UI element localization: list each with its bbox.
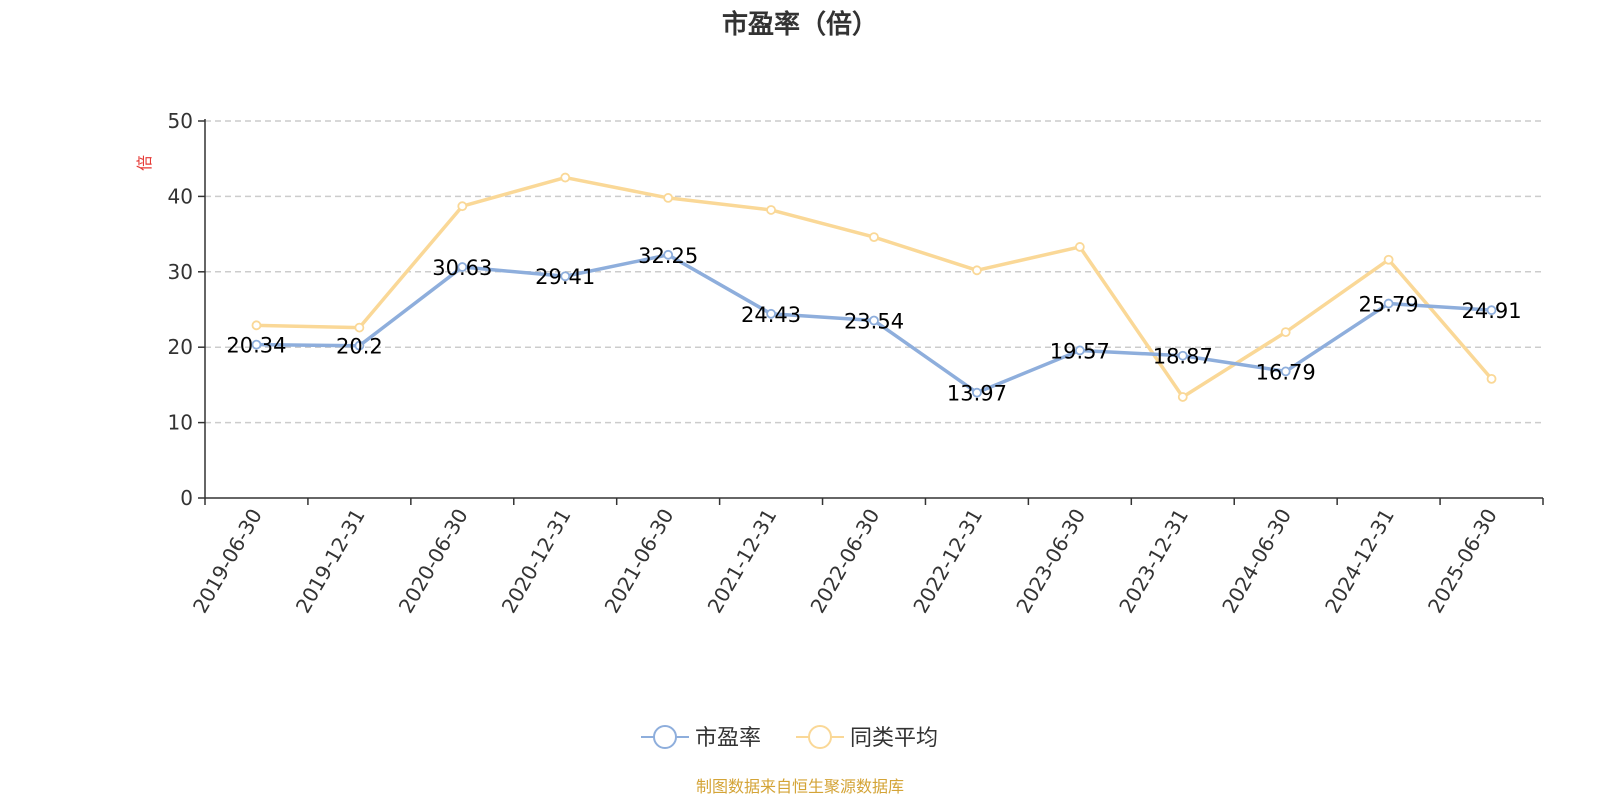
legend-marker-icon [653,725,677,749]
data-point[interactable] [354,322,365,333]
data-point[interactable] [560,271,571,282]
x-tick-label: 2022-12-31 [908,505,987,618]
data-label: 18.87 [1153,345,1213,369]
legend-marker-icon [808,725,832,749]
data-point[interactable] [1486,373,1497,384]
data-label: 20.2 [336,335,383,359]
y-tick-label: 40 [168,184,193,208]
data-label: 30.63 [432,256,492,280]
data-label: 13.97 [947,382,1007,406]
x-tick-label: 2021-06-30 [600,505,679,618]
data-point[interactable] [1177,392,1188,402]
data-point[interactable] [1280,366,1291,377]
y-tick-label: 20 [168,335,193,359]
x-tick-label: 2019-12-31 [291,505,370,618]
data-point[interactable] [766,308,776,319]
x-tick-labels: 2019-06-30 2019-12-31 2020-06-30 2020-12-31… [188,505,1502,618]
chart-title: 市盈率（倍） [722,9,878,40]
data-point[interactable] [1074,345,1085,356]
data-label: 16.79 [1256,360,1316,384]
y-tick-label: 50 [168,109,193,133]
x-tick-label: 2024-12-31 [1320,505,1399,618]
legend-label: 市盈率 [695,726,761,751]
data-point[interactable] [972,265,982,276]
y-tick-label: 0 [180,486,193,510]
data-point[interactable] [1177,350,1188,361]
data-label: 23.54 [844,310,904,334]
data-point[interactable] [869,315,879,326]
data-point[interactable] [663,249,674,260]
x-tick-label: 2021-12-31 [703,505,782,618]
data-label: 20.34 [226,334,286,358]
x-tick-label: 2025-06-30 [1423,505,1502,618]
x-tick-label: 2024-06-30 [1217,505,1296,618]
data-point[interactable] [1280,327,1291,338]
data-point[interactable] [1383,254,1394,265]
x-tick-label: 2022-06-30 [805,505,884,618]
data-point[interactable] [766,205,776,215]
data-point[interactable] [251,320,262,331]
y-tick-label: 10 [168,411,193,435]
data-point[interactable] [457,201,468,212]
data-point[interactable] [663,193,674,203]
source-note: 制图数据来自恒生聚源数据库 [696,777,904,796]
data-label: 25.79 [1359,293,1419,317]
axes [198,119,1544,505]
x-tick-label: 2020-12-31 [497,505,576,618]
legend-item[interactable]: 同类平均 [796,725,938,751]
x-tick-label: 2023-06-30 [1011,505,1090,618]
data-point[interactable] [1383,298,1394,309]
data-labels: 20.34 20.2 30.63 29.41 32.25 24.43 23.54 13.97 1… [226,244,1521,406]
legend-label: 同类平均 [850,726,938,751]
data-label: 19.57 [1050,339,1110,363]
x-tick-label: 2019-06-30 [188,505,267,618]
x-tick-label: 2020-06-30 [394,505,473,618]
y-axis-label: 倍 [135,155,154,171]
data-label: 32.25 [638,244,698,268]
data-point[interactable] [1486,305,1497,316]
data-point[interactable] [972,387,982,398]
data-point[interactable] [457,262,468,272]
legend[interactable]: 市盈率 同类平均 [641,725,938,751]
data-label: 24.91 [1461,299,1521,323]
data-point[interactable] [251,339,262,350]
y-tick-labels: 0 10 20 30 40 50 [168,109,193,510]
y-tick-label: 30 [168,260,193,284]
data-label: 29.41 [535,265,595,289]
series-layer [251,172,1497,402]
data-label: 24.43 [741,303,801,327]
x-tick-label: 2023-12-31 [1114,505,1193,618]
data-point[interactable] [869,232,879,243]
data-point[interactable] [354,340,365,351]
legend-item[interactable]: 市盈率 [641,725,761,751]
data-point[interactable] [1074,242,1085,252]
data-point[interactable] [560,172,571,183]
